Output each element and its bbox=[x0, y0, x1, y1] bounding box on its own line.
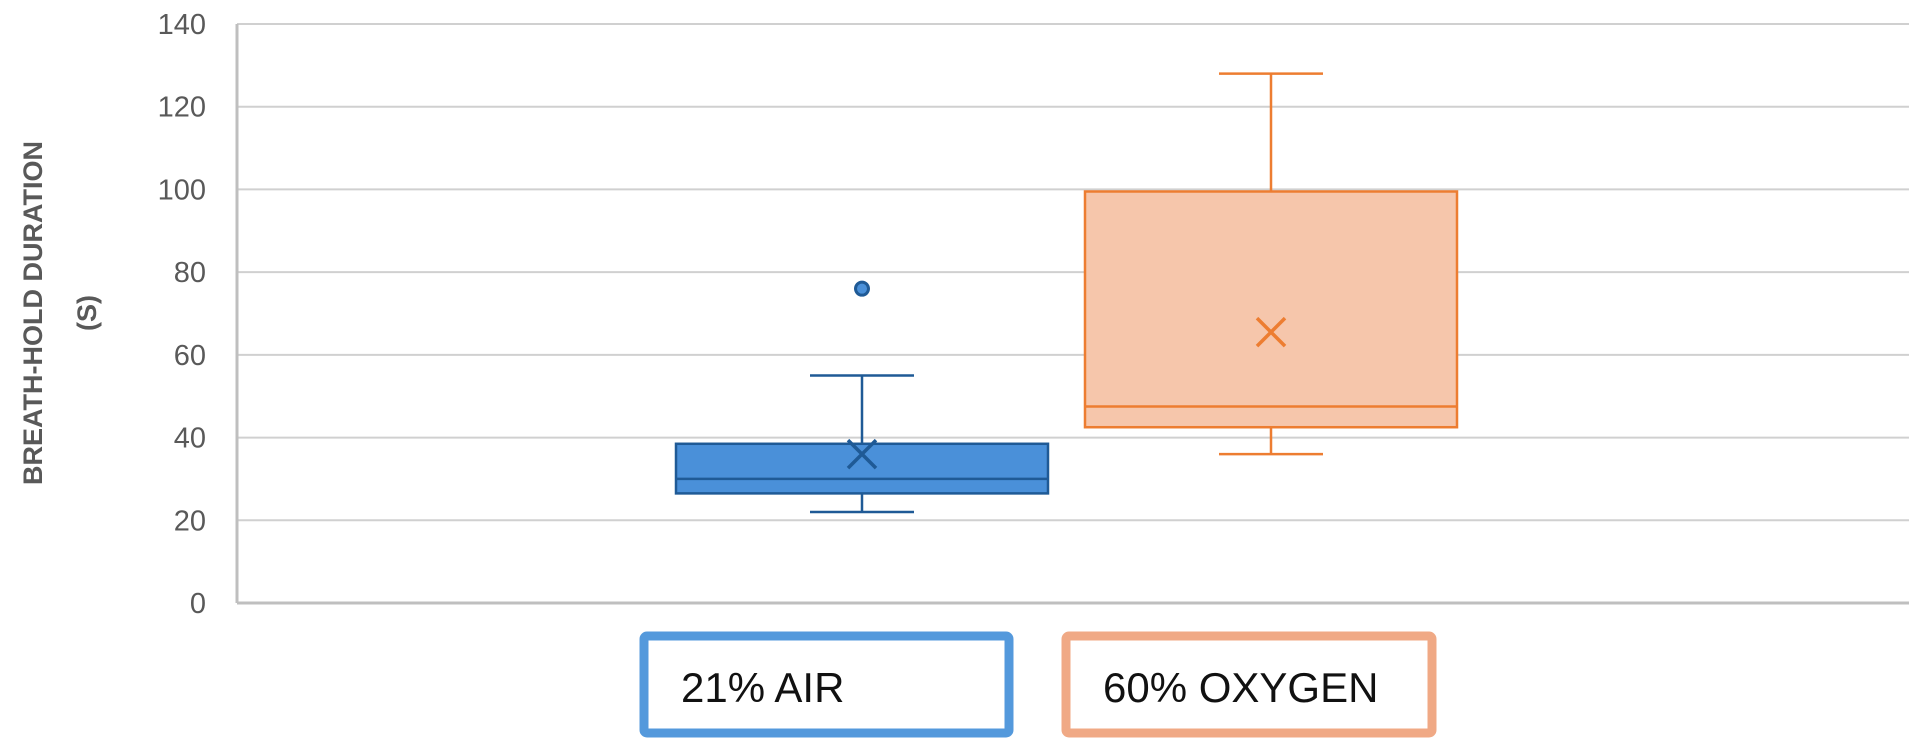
y-axis-label: BREATH-HOLD DURATION (S) bbox=[18, 141, 102, 485]
box-iqr bbox=[1085, 191, 1457, 427]
box-plots bbox=[676, 74, 1457, 512]
box-oxygen bbox=[1085, 74, 1457, 454]
y-tick-label: 60 bbox=[174, 340, 206, 372]
y-tick-label: 40 bbox=[174, 423, 206, 455]
outlier-point bbox=[856, 282, 869, 295]
legend-item-oxygen: 60% OXYGEN bbox=[1066, 636, 1432, 733]
y-tick-labels: 0 20 40 60 80 100 120 140 bbox=[158, 9, 206, 620]
box-iqr bbox=[676, 444, 1048, 494]
y-tick-label: 140 bbox=[158, 9, 206, 41]
y-tick-label: 20 bbox=[174, 505, 206, 537]
y-tick-label: 100 bbox=[158, 174, 206, 206]
gridlines bbox=[237, 24, 1909, 520]
legend-label: 60% OXYGEN bbox=[1103, 664, 1378, 711]
y-tick-label: 80 bbox=[174, 257, 206, 289]
legend: 21% AIR 60% OXYGEN bbox=[644, 636, 1432, 733]
y-tick-label: 120 bbox=[158, 92, 206, 124]
y-tick-label: 0 bbox=[190, 588, 206, 620]
box-air bbox=[676, 282, 1048, 512]
axes bbox=[237, 24, 1909, 603]
y-axis-label-line1: BREATH-HOLD DURATION bbox=[18, 141, 48, 485]
legend-item-air: 21% AIR bbox=[644, 636, 1009, 733]
y-axis-label-line2: (S) bbox=[72, 295, 102, 331]
legend-label: 21% AIR bbox=[681, 664, 844, 711]
